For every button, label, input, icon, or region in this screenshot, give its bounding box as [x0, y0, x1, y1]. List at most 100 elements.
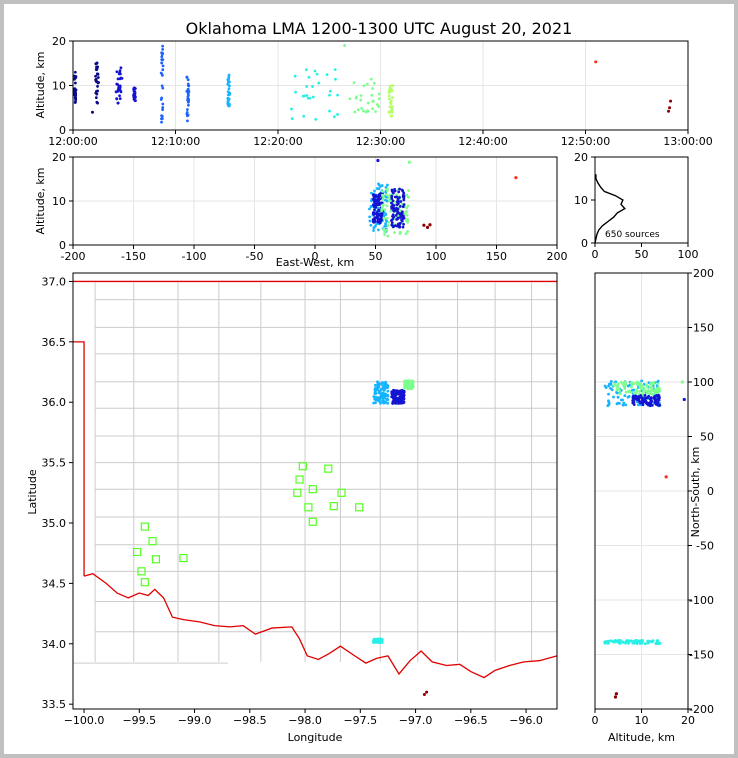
east-west-point	[399, 231, 402, 234]
north-south-point	[617, 640, 621, 644]
north-south-point	[610, 388, 614, 392]
map-source-point	[408, 379, 411, 383]
altitude-tick-label: 10	[52, 80, 66, 93]
station-marker	[308, 485, 317, 494]
altitude-time-point	[371, 87, 374, 90]
east-west-point	[377, 219, 381, 222]
east-west-point	[386, 183, 389, 187]
map-source-point	[372, 395, 376, 399]
east-west-point	[381, 190, 384, 193]
altitude-time-point	[161, 68, 165, 72]
altitude-time-point	[334, 77, 337, 81]
altitude-time-point	[160, 73, 164, 76]
altitude-time-point	[96, 89, 99, 93]
station-marker	[308, 517, 317, 526]
north-south-point	[615, 388, 619, 392]
altitude-time-point	[227, 75, 231, 79]
altitude-time-point	[118, 69, 122, 73]
north-south-point	[624, 390, 628, 394]
north-south-tick-label: 200	[693, 267, 714, 280]
time-tick-label: 12:00:00	[48, 135, 97, 148]
altitude-time-point	[118, 94, 121, 98]
east-west-point	[373, 212, 377, 216]
altitude-tick-label: 0	[592, 714, 599, 727]
altitude-time-point	[160, 114, 164, 118]
north-south-tick-label: -200	[689, 703, 714, 716]
altitude-time-point	[365, 82, 369, 86]
east-west-point	[380, 201, 384, 205]
north-south-point	[624, 382, 627, 386]
map-source-point	[372, 638, 376, 642]
east-west-point	[514, 176, 518, 180]
east-west-point	[375, 222, 378, 226]
north-south-tick-label: 100	[693, 376, 714, 389]
east-west-point	[406, 195, 410, 199]
map-source-point	[425, 690, 429, 694]
east-west-point	[391, 213, 395, 217]
north-south-point	[629, 390, 633, 394]
east-west-point	[391, 217, 395, 221]
east-west-point	[395, 224, 399, 228]
east-west-point	[372, 226, 376, 230]
north-south-point	[656, 400, 660, 404]
altitude-time-point	[161, 106, 165, 109]
altitude-time-point	[361, 109, 365, 113]
time-tick-label: 12:20:00	[253, 135, 302, 148]
north-south-point	[606, 642, 610, 645]
east-west-point	[390, 194, 394, 198]
map-source-point	[373, 383, 377, 387]
north-south-point	[616, 384, 620, 388]
altitude-time-point	[186, 113, 190, 117]
east-west-point	[392, 206, 396, 210]
north-south-point	[652, 395, 656, 399]
count-tick-label: 50	[635, 248, 649, 261]
longitude-tick-label: −98.5	[233, 714, 267, 727]
north-south-point	[635, 642, 639, 645]
east-west-point	[405, 213, 408, 217]
north-south-point	[664, 475, 668, 479]
east-west-point	[393, 231, 396, 234]
map-source-point	[403, 383, 407, 387]
altitude-time-point	[133, 91, 137, 95]
east-west-point	[373, 195, 377, 199]
altitude-time-point	[161, 47, 165, 51]
north-south-point	[619, 380, 623, 384]
altitude-time-point	[186, 87, 190, 91]
north-south-point	[643, 642, 647, 645]
east-west-point	[372, 229, 375, 232]
east-west-tick-label: -50	[246, 250, 264, 263]
east-west-point	[397, 190, 401, 194]
time-tick-label: 13:00:00	[663, 135, 712, 148]
altitude-time-point	[187, 93, 190, 97]
east-west-point	[373, 208, 376, 212]
altitude-time-point	[348, 97, 352, 101]
altitude-time-point	[302, 114, 306, 118]
station-marker	[295, 475, 304, 484]
map-source-point	[391, 392, 395, 396]
east-west-point	[398, 187, 402, 191]
altitude-time-point	[387, 110, 391, 114]
altitude-time-point	[390, 106, 394, 109]
north-south-point	[640, 379, 644, 383]
north-south-point	[648, 389, 652, 393]
altitude-time-point	[227, 93, 230, 97]
altitude-time-point	[669, 99, 673, 103]
altitude-time-point	[332, 115, 336, 119]
station-marker	[324, 464, 333, 473]
altitude-time-point	[159, 98, 163, 101]
east-west-point	[402, 198, 406, 202]
map-source-point	[394, 396, 398, 400]
north-south-point	[612, 395, 615, 399]
east-west-point	[376, 206, 380, 210]
altitude-time-point	[336, 93, 339, 97]
altitude-time-point	[117, 84, 121, 88]
east-west-point	[392, 209, 396, 213]
altitude-time-point	[301, 94, 305, 98]
east-west-point	[370, 191, 373, 195]
north-south-point	[653, 388, 656, 392]
altitude-time-point	[304, 68, 308, 72]
east-west-point	[406, 218, 409, 222]
north-south-point	[642, 387, 645, 391]
altitude-time-point	[314, 118, 318, 121]
east-west-point	[401, 225, 405, 229]
